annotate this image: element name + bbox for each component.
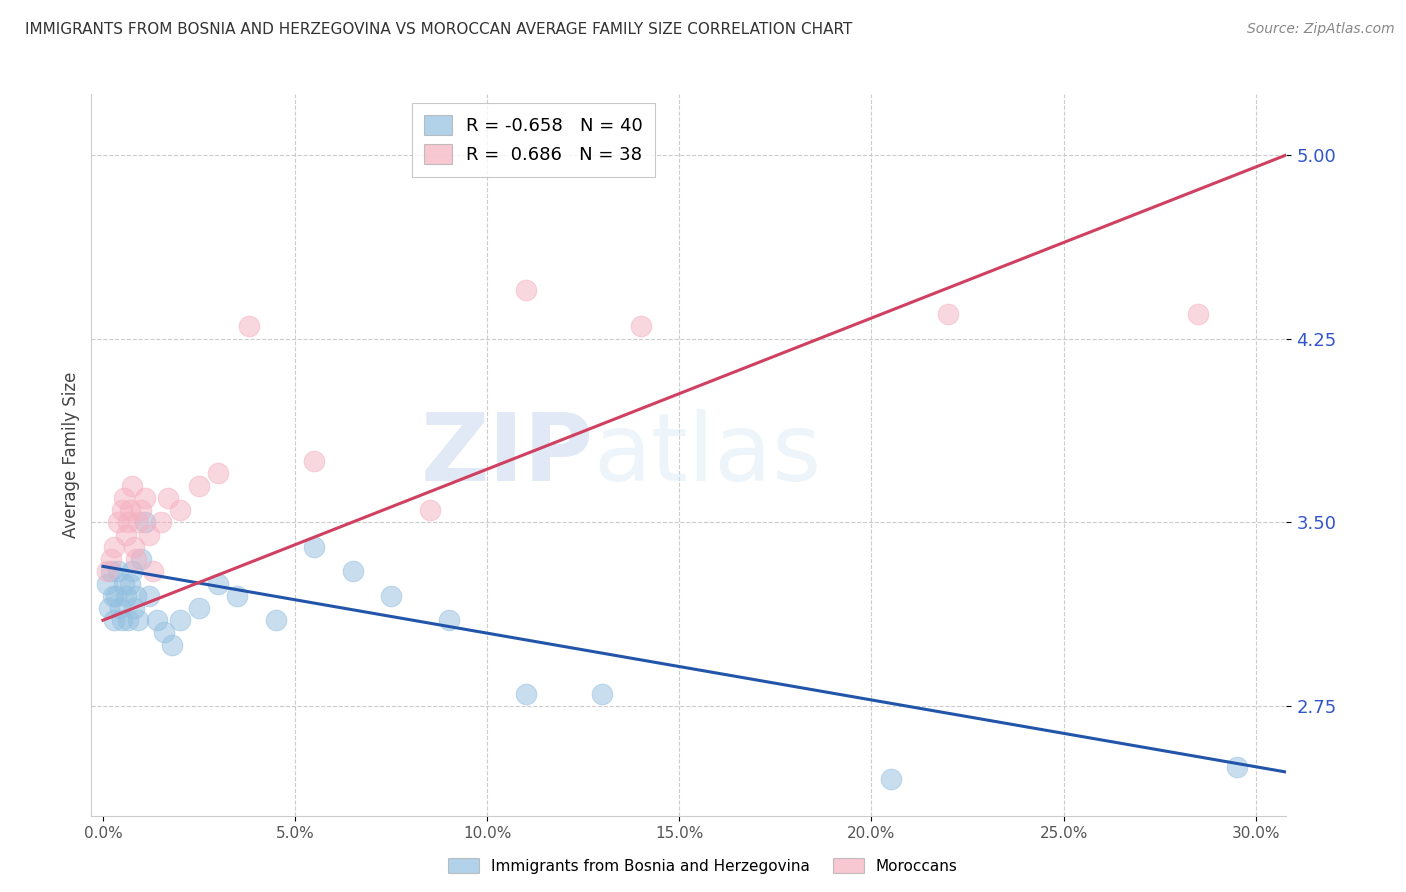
Text: atlas: atlas: [593, 409, 821, 501]
Point: [936, 307, 959, 321]
Point: [342, 564, 364, 578]
Point: [117, 516, 139, 530]
Point: [101, 589, 124, 603]
Y-axis label: Average Family Size: Average Family Size: [62, 372, 80, 538]
Point: [188, 478, 211, 492]
Point: [121, 478, 143, 492]
Point: [131, 503, 153, 517]
Point: [131, 552, 153, 566]
Point: [149, 516, 172, 530]
Point: [97, 601, 120, 615]
Point: [630, 319, 652, 334]
Point: [188, 601, 211, 615]
Point: [115, 527, 138, 541]
Point: [107, 564, 129, 578]
Legend: R = -0.658   N = 40, R =  0.686   N = 38: R = -0.658 N = 40, R = 0.686 N = 38: [412, 103, 655, 177]
Point: [100, 564, 122, 578]
Text: Source: ZipAtlas.com: Source: ZipAtlas.com: [1247, 22, 1395, 37]
Point: [304, 540, 326, 554]
Point: [380, 589, 402, 603]
Point: [207, 467, 229, 481]
Point: [124, 552, 146, 566]
Point: [112, 576, 135, 591]
Point: [226, 589, 249, 603]
Point: [121, 564, 143, 578]
Point: [1225, 760, 1247, 774]
Point: [419, 503, 441, 517]
Point: [138, 589, 160, 603]
Point: [169, 503, 191, 517]
Point: [169, 613, 191, 627]
Point: [96, 564, 118, 578]
Point: [515, 687, 537, 701]
Point: [107, 516, 129, 530]
Text: ZIP: ZIP: [420, 409, 593, 501]
Point: [127, 613, 149, 627]
Point: [105, 589, 128, 603]
Point: [515, 283, 537, 297]
Point: [304, 454, 326, 468]
Point: [1187, 307, 1209, 321]
Point: [238, 319, 260, 334]
Point: [115, 589, 138, 603]
Point: [592, 687, 614, 701]
Point: [134, 491, 156, 505]
Legend: Immigrants from Bosnia and Herzegovina, Moroccans: Immigrants from Bosnia and Herzegovina, …: [443, 852, 963, 880]
Point: [111, 613, 134, 627]
Point: [103, 540, 125, 554]
Text: IMMIGRANTS FROM BOSNIA AND HERZEGOVINA VS MOROCCAN AVERAGE FAMILY SIZE CORRELATI: IMMIGRANTS FROM BOSNIA AND HERZEGOVINA V…: [25, 22, 852, 37]
Point: [437, 613, 460, 627]
Point: [118, 503, 141, 517]
Point: [117, 613, 139, 627]
Point: [122, 601, 145, 615]
Point: [134, 516, 156, 530]
Point: [100, 552, 122, 566]
Point: [142, 564, 165, 578]
Point: [118, 576, 141, 591]
Point: [96, 576, 118, 591]
Point: [879, 772, 901, 787]
Point: [112, 491, 135, 505]
Point: [127, 516, 149, 530]
Point: [103, 613, 125, 627]
Point: [207, 576, 229, 591]
Point: [111, 503, 134, 517]
Point: [153, 625, 176, 640]
Point: [145, 613, 167, 627]
Point: [124, 589, 146, 603]
Point: [122, 540, 145, 554]
Point: [108, 601, 131, 615]
Point: [138, 527, 160, 541]
Point: [157, 491, 180, 505]
Point: [160, 638, 183, 652]
Point: [264, 613, 287, 627]
